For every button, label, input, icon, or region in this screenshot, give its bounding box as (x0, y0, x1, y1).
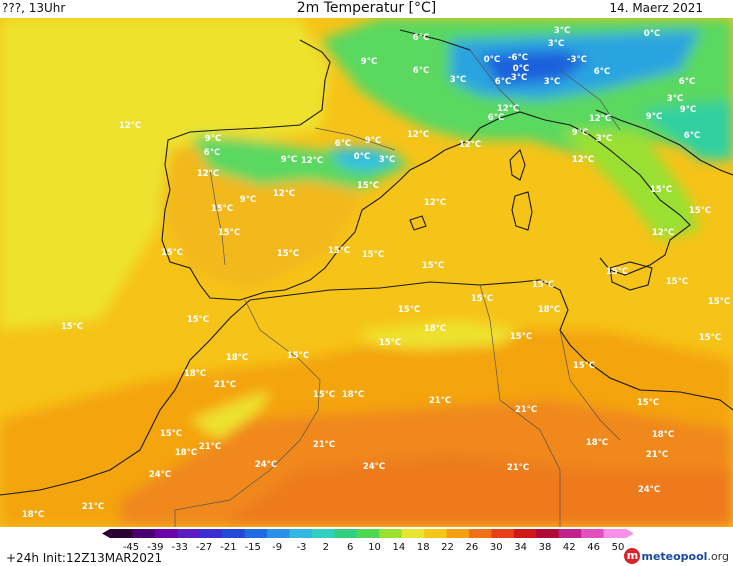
colorbar-tick-label: 46 (587, 542, 600, 551)
meteopool-logo-icon: m (624, 548, 641, 564)
colorbar-swatch (446, 529, 470, 538)
colorbar-tick-label: 42 (563, 542, 576, 551)
colorbar-swatch (154, 529, 178, 538)
colorbar-tick-label: 30 (490, 542, 503, 551)
colorbar-tick-label: 50 (612, 542, 625, 551)
logo-domain: .org (707, 549, 729, 563)
colorbar-min-arrow (102, 529, 110, 538)
temperature-bands (0, 18, 733, 527)
colorbar-tick-label: 6 (347, 542, 353, 551)
temperature-map (0, 18, 733, 527)
colorbar-swatch (110, 529, 133, 538)
colorbar-swatch (222, 529, 246, 538)
colorbar-tick-label: 22 (441, 542, 454, 551)
colorbar-swatch (267, 529, 290, 538)
colorbar-swatch (177, 529, 201, 538)
colorbar-tick-label: 10 (368, 542, 381, 551)
colorbar-swatch (491, 529, 515, 538)
colorbar-swatch (199, 529, 223, 538)
colorbar-swatch (334, 529, 358, 538)
colorbar-swatch (424, 529, 448, 538)
borders (174, 49, 621, 527)
colorbar-swatch (356, 529, 380, 538)
colorbar-swatch (132, 529, 156, 538)
colorbar-swatch (513, 529, 537, 538)
colorbar-swatch (558, 529, 582, 538)
map-header: ???, 13Uhr 2m Temperatur [°C] 14. Maerz … (0, 0, 733, 18)
colorbar-swatch (244, 529, 268, 538)
colorbar: -45 -39 -33 -27 -21 -15 -9 -3 2 6 10 14 18 22 26 30 34 38… (102, 529, 634, 551)
colorbar-tick-label: 38 (539, 542, 552, 551)
colorbar-tick-label: -39 (147, 542, 163, 551)
map-footer: -45 -39 -33 -27 -21 -15 -9 -3 2 6 10 14 18 22 26 30 34 38… (0, 527, 733, 566)
colorbar-swatch (603, 529, 627, 538)
colorbar-swatch (289, 529, 313, 538)
meteopool-logo: m meteopool .org (624, 547, 729, 565)
colorbar-tick-label: -15 (245, 542, 261, 551)
forecast-date: 14. Maerz 2021 (609, 1, 703, 15)
colorbar-swatch (468, 529, 492, 538)
colorbar-tick-label: -21 (220, 542, 236, 551)
colorbar-tick-label: -45 (123, 542, 139, 551)
logo-name: meteopool (641, 549, 708, 563)
colorbar-tick-label: -3 (296, 542, 306, 551)
colorbar-swatch (536, 529, 560, 538)
colorbar-max-arrow (626, 529, 634, 538)
map-title: 2m Temperatur [°C] (296, 0, 437, 16)
colorbar-tick-label: 18 (417, 542, 430, 551)
colorbar-tick-label: -9 (272, 542, 282, 551)
colorbar-tick-label: 14 (392, 542, 405, 551)
colorbar-swatch (401, 529, 425, 538)
colorbar-tick-label: -27 (196, 542, 212, 551)
colorbar-swatch (311, 529, 335, 538)
init-time: +24h Init:12Z13MAR2021 (6, 551, 163, 565)
colorbar-tick-label: 26 (466, 542, 479, 551)
coastlines (0, 29, 733, 496)
colorbar-tick-label: -33 (172, 542, 188, 551)
colorbar-swatch (581, 529, 605, 538)
colorbar-swatch (379, 529, 403, 538)
colorbar-tick-label: 34 (514, 542, 527, 551)
run-label: ???, 13Uhr (2, 1, 66, 15)
colorbar-tick-label: 2 (323, 542, 329, 551)
